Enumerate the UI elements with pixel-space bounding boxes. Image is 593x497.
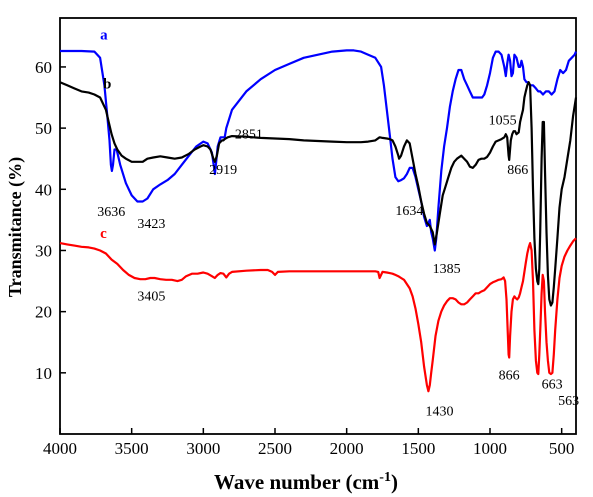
x-tick-label: 1000 (473, 439, 507, 458)
peak-annotation: 3405 (137, 290, 165, 305)
tick-layer: 4000 3500 3000 2500 2000 1500 1000 500 10 20 30 40 5… (35, 58, 574, 458)
y-tick-label: 60 (35, 58, 52, 77)
peak-annotation: 1055 (489, 113, 517, 128)
peak-annotation: 866 (499, 369, 520, 384)
series-line-c (59, 237, 577, 393)
x-axis-title-main: Wave number (cm (214, 470, 380, 494)
x-tick-label: 2000 (330, 439, 364, 458)
x-tick-label: 500 (549, 439, 575, 458)
peak-annotation: 663 (542, 378, 563, 393)
peak-annotation: 3423 (137, 217, 165, 232)
x-tick-label: 2500 (258, 439, 292, 458)
label-layer: a b c 3636 3423 2919 2851 1634 1385 866 1055 3405 14… (97, 27, 579, 419)
series-tag-b: b (103, 76, 111, 92)
series-line-b (59, 81, 578, 307)
y-tick-label: 30 (35, 241, 52, 260)
peak-annotation: 3636 (97, 205, 125, 220)
y-tick-label: 40 (35, 180, 52, 199)
peak-annotation: 2851 (235, 128, 263, 143)
plot-frame (59, 17, 577, 435)
series-layer (59, 49, 578, 393)
peak-annotation: 1385 (433, 262, 461, 277)
x-tick-label: 3000 (186, 439, 220, 458)
series-tag-c: c (100, 226, 107, 242)
peak-annotation: 1634 (395, 204, 423, 219)
x-tick-label: 4000 (43, 439, 77, 458)
y-axis-title: Transmitance (%) (5, 157, 26, 297)
x-axis-title-close: ) (391, 470, 398, 494)
series-tag-a: a (100, 27, 108, 43)
y-tick-label: 50 (35, 119, 52, 138)
x-tick-label: 1500 (401, 439, 435, 458)
peak-annotation: 1430 (426, 405, 454, 420)
x-axis-title-sup: -1 (379, 470, 391, 485)
peak-annotation: 866 (507, 163, 528, 178)
y-tick-label: 20 (35, 303, 52, 322)
y-tick-label: 10 (35, 364, 52, 383)
x-axis-title: Wave number (cm-1) (214, 470, 398, 494)
peak-annotation: 2919 (209, 163, 237, 178)
peak-annotation: 563 (558, 394, 579, 409)
x-tick-label: 3500 (115, 439, 149, 458)
